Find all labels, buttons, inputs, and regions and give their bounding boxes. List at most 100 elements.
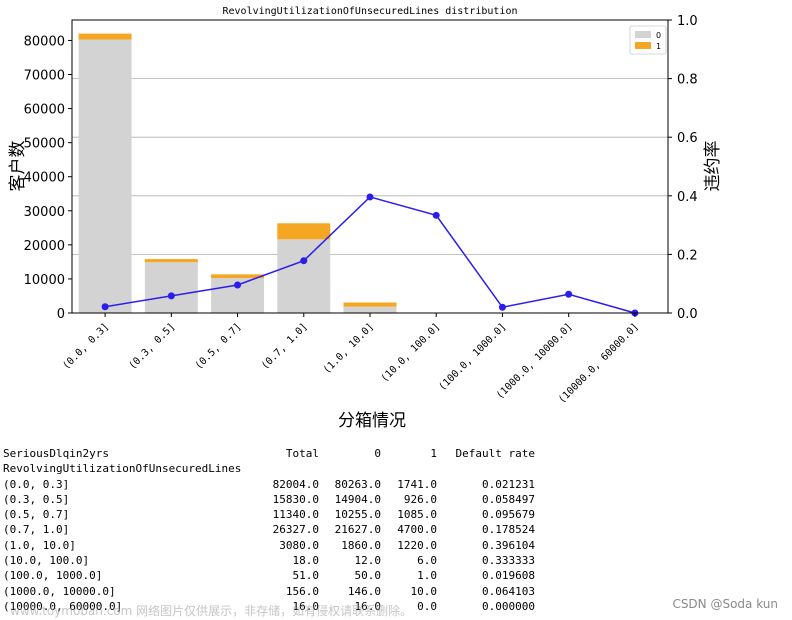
legend-swatch xyxy=(635,31,651,38)
table-cell-value: 0.396104 xyxy=(482,538,535,552)
table-header-row: SeriousDlqin2yrs Total 0 1 Default rate xyxy=(3,446,603,461)
table-row: (100.0, 1000.0] 51.0 50.0 1.0 0.019608 xyxy=(3,568,603,583)
table-cell-value: 0.000000 xyxy=(482,599,535,613)
y2-tick-label: 0.4 xyxy=(677,190,698,205)
table-cell-label: (0.3, 0.5] xyxy=(3,492,70,506)
table-cell-value: Total xyxy=(285,447,319,460)
bar-series-1 xyxy=(144,259,198,263)
default-rate-point xyxy=(565,290,573,298)
table-cell-value: Default rate xyxy=(455,447,535,460)
table-cell-value: 1 xyxy=(430,447,437,460)
legend-swatch xyxy=(635,42,651,49)
table-cell-value: 0.019608 xyxy=(482,569,535,583)
table-cell-value: 6.0 xyxy=(417,554,437,568)
y2-tick-label: 0.2 xyxy=(677,248,698,263)
table-cell-label: (1000.0, 10000.0] xyxy=(3,584,116,598)
table-row: (0.7, 1.0] 26327.0 21627.0 4700.0 0.178524 xyxy=(3,522,603,537)
y-tick-label: 60000 xyxy=(24,103,65,118)
table-cell-value: 0.333333 xyxy=(482,554,535,568)
default-rate-point xyxy=(234,281,242,289)
legend-label: 0 xyxy=(656,31,661,40)
x-tick-label: (0.7, 1.0] xyxy=(260,321,310,371)
x-tick-label: (0.5, 0.7] xyxy=(193,321,243,371)
default-rate-point xyxy=(101,303,109,311)
y2-tick-label: 0.6 xyxy=(677,131,698,146)
table-cell-value: 10255.0 xyxy=(334,508,381,522)
table-cell-value: 0.064103 xyxy=(482,584,535,598)
table-cell-label: (1.0, 10.0] xyxy=(3,538,76,552)
table-cell-label: (10000.0, 60000.0] xyxy=(3,599,123,613)
table-row: (1.0, 10.0] 3080.0 1860.0 1220.0 0.396104 xyxy=(3,538,603,553)
table-cell-value: 51.0 xyxy=(292,569,320,583)
table-cell-value: 0 xyxy=(374,447,381,460)
table-row: (0.3, 0.5] 15830.0 14904.0 926.0 0.058497 xyxy=(3,492,603,507)
y2-tick-label: 0.0 xyxy=(677,307,698,322)
y-tick-label: 80000 xyxy=(24,34,65,49)
table-cell-value: 0.058497 xyxy=(482,492,535,506)
y-tick-label: 70000 xyxy=(24,69,65,84)
table-cell-value: 0.0 xyxy=(417,599,437,613)
table-cell-label: RevolvingUtilizationOfUnsecuredLines xyxy=(3,462,242,476)
y-tick-label: 40000 xyxy=(24,171,65,186)
table-row: (10.0, 100.0] 18.0 12.0 6.0 0.333333 xyxy=(3,553,603,568)
table-cell-value: 21627.0 xyxy=(334,523,381,537)
bar-series-0 xyxy=(343,306,397,313)
x-tick-label: (10.0, 100.0] xyxy=(379,321,442,384)
table-cell-value: 14904.0 xyxy=(334,492,381,506)
y2-tick-label: 0.8 xyxy=(677,73,698,88)
table-cell-value: 18.0 xyxy=(292,554,320,568)
bar-series-1 xyxy=(277,223,331,240)
table-cell-value: 10.0 xyxy=(410,584,438,598)
table-row: (10000.0, 60000.0] 16.0 16.0 0.0 0.000000 xyxy=(3,599,603,614)
y-tick-label: 20000 xyxy=(24,239,65,254)
bar-series-0 xyxy=(78,39,132,313)
table-cell-value: 3080.0 xyxy=(279,538,319,552)
table-cell-value: 1741.0 xyxy=(397,477,437,491)
table-row: (1000.0, 10000.0] 156.0 146.0 10.0 0.064103 xyxy=(3,584,603,599)
chart-svg: 0 10000 20000 30000 40000 50000 60000 70000 8000… xyxy=(8,6,723,431)
table-cell-value: 0.095679 xyxy=(482,508,535,522)
csdn-credit: CSDN @Soda kun xyxy=(672,597,778,611)
data-table: SeriousDlqin2yrs Total 0 1 Default rate Revol… xyxy=(3,446,603,614)
table-row: (0.0, 0.3] 82004.0 80263.0 1741.0 0.021231 xyxy=(3,477,603,492)
table-cell-value: 26327.0 xyxy=(272,523,319,537)
table-cell-value: 4700.0 xyxy=(397,523,437,537)
table-cell-value: 50.0 xyxy=(354,569,382,583)
bar-series-1 xyxy=(211,274,265,279)
table-index-header-row: RevolvingUtilizationOfUnsecuredLines xyxy=(3,461,603,476)
table-cell-label: SeriousDlqin2yrs xyxy=(3,447,109,460)
y-tick-label: 10000 xyxy=(24,273,65,288)
table-cell-value: 1.0 xyxy=(417,569,437,583)
table-cell-label: (100.0, 1000.0] xyxy=(3,569,103,583)
x-tick-label: (100.0, 1000.0] xyxy=(437,321,509,393)
x-tick-label: (1.0, 10.0] xyxy=(322,321,377,376)
y-tick-label: 0 xyxy=(57,307,65,322)
legend-label: 1 xyxy=(656,42,661,51)
y2-axis-label: 违约率 xyxy=(703,141,723,192)
table-cell-value: 80263.0 xyxy=(334,477,381,491)
default-rate-point xyxy=(300,257,308,265)
table-cell-label: (0.0, 0.3] xyxy=(3,477,70,491)
bar-series-0 xyxy=(144,262,198,313)
table-cell-value: 926.0 xyxy=(403,492,437,506)
default-rate-point xyxy=(366,193,374,201)
table-row: (0.5, 0.7] 11340.0 10255.0 1085.0 0.095679 xyxy=(3,507,603,522)
table-cell-value: 1085.0 xyxy=(397,508,437,522)
table-cell-value: 1220.0 xyxy=(397,538,437,552)
table-cell-value: 16.0 xyxy=(292,599,320,613)
table-cell-value: 15830.0 xyxy=(272,492,319,506)
x-tick-label: (0.3, 0.5] xyxy=(127,321,177,371)
table-cell-value: 1860.0 xyxy=(341,538,381,552)
bar-series-1 xyxy=(78,33,132,40)
y2-tick-label: 1.0 xyxy=(677,14,698,29)
y-axis-label: 客户数 xyxy=(8,141,28,192)
x-tick-label: (0.0, 0.3] xyxy=(61,321,111,371)
y-tick-label: 50000 xyxy=(24,137,65,152)
table-cell-value: 11340.0 xyxy=(272,508,319,522)
table-cell-label: (0.7, 1.0] xyxy=(3,523,70,537)
table-cell-value: 0.021231 xyxy=(482,477,535,491)
table-cell-label: (0.5, 0.7] xyxy=(3,508,70,522)
x-axis-label: 分箱情况 xyxy=(338,411,406,431)
bar-series-0 xyxy=(277,239,331,313)
y-tick-label: 30000 xyxy=(24,205,65,220)
